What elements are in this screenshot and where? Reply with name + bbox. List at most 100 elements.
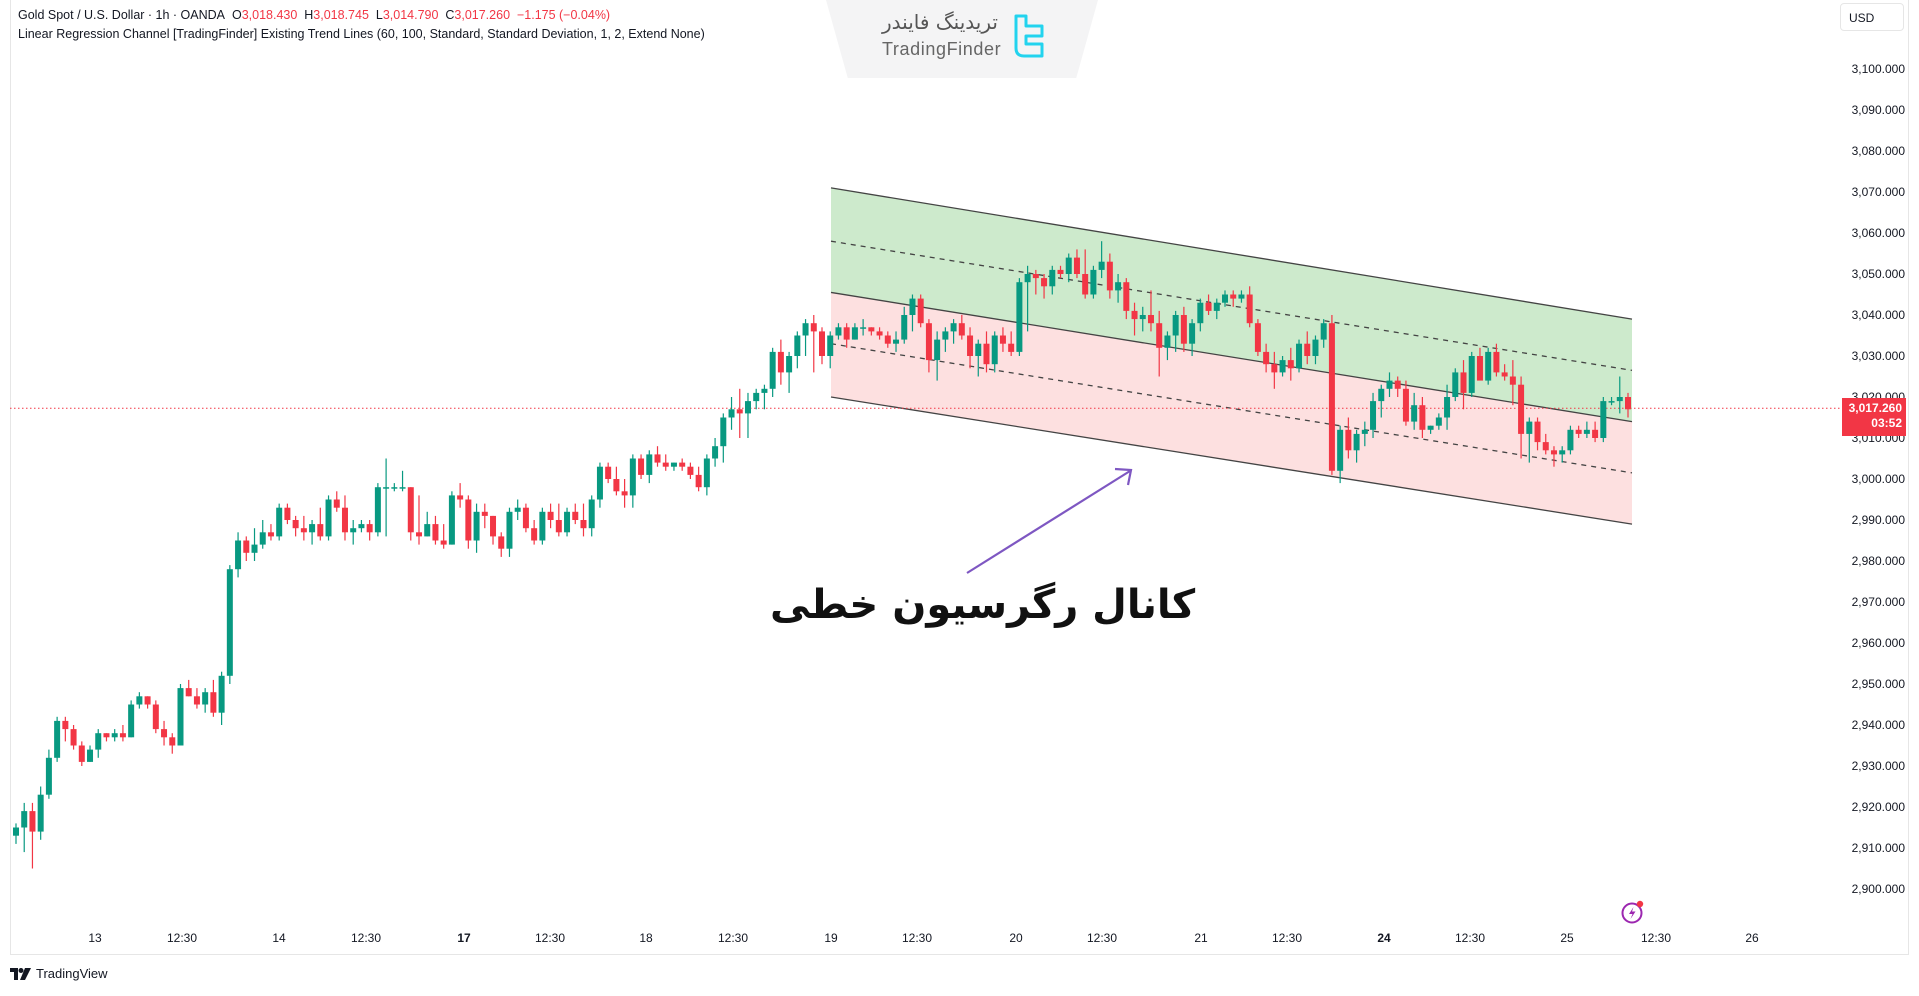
candle [720, 413, 727, 463]
candle [1016, 278, 1023, 356]
price-axis[interactable]: 3,100.000 3,090.000 3,080.000 3,070.000 3,06… [1830, 0, 1905, 955]
lightning-alert-icon[interactable] [1620, 899, 1646, 925]
candle [432, 515, 439, 545]
candle [638, 454, 645, 479]
candle [975, 339, 982, 377]
candle [300, 515, 307, 541]
candle [1402, 380, 1409, 426]
candle [1476, 347, 1483, 381]
candle [761, 384, 768, 410]
candle [950, 319, 957, 344]
candle [1378, 384, 1385, 418]
candle [744, 392, 751, 438]
candle [457, 483, 464, 508]
candle [1213, 298, 1220, 320]
candle [1550, 446, 1557, 467]
candle [309, 520, 316, 545]
annotation-arrow [966, 467, 1133, 574]
legend-symbol[interactable]: Gold Spot / U.S. Dollar · 1h · OANDA [18, 8, 226, 22]
candle [1115, 274, 1122, 303]
channel-middle-line[interactable] [830, 291, 1633, 423]
candle [325, 495, 332, 541]
channel-upper-fill [831, 187, 1632, 422]
candle [1279, 356, 1286, 377]
chart-legend: Gold Spot / U.S. Dollar · 1h · OANDA O3,… [18, 6, 705, 44]
candle [909, 294, 916, 332]
candle [810, 315, 817, 373]
time-tick: 17 [457, 931, 471, 945]
candle [860, 319, 867, 336]
price-tick: 2,930.000 [1851, 759, 1905, 773]
candle [95, 729, 102, 758]
change-value: −1.175 (−0.04%) [516, 8, 611, 22]
currency-selector[interactable]: USD [1840, 3, 1904, 31]
candle [1032, 269, 1039, 295]
candle [1123, 278, 1130, 320]
time-tick: 12:30 [717, 931, 749, 945]
channel-lower-line[interactable] [830, 396, 1633, 525]
candle [1419, 397, 1426, 438]
candle [1485, 347, 1492, 385]
close-label: C [445, 8, 455, 22]
time-tick: 18 [639, 931, 653, 945]
low-value: 3,014.790 [382, 8, 439, 22]
candle [185, 679, 192, 697]
candle [728, 397, 735, 430]
candle [884, 331, 891, 348]
candle [893, 331, 900, 352]
candle [358, 520, 365, 533]
candle [284, 503, 291, 525]
candle [1559, 446, 1566, 463]
candle [399, 470, 406, 492]
candle [1567, 425, 1574, 455]
candle [152, 700, 159, 734]
candle [1197, 298, 1204, 332]
candle [424, 511, 431, 537]
time-tick: 12:30 [901, 931, 933, 945]
candle [37, 786, 44, 840]
price-tick: 3,090.000 [1851, 103, 1905, 117]
candle [1098, 241, 1105, 279]
candle [1287, 347, 1294, 381]
candle [646, 450, 653, 484]
candle [1608, 397, 1615, 406]
time-tick: 12:30 [350, 931, 382, 945]
price-tick: 3,060.000 [1851, 226, 1905, 240]
candle [481, 503, 488, 529]
legend-symbol-row: Gold Spot / U.S. Dollar · 1h · OANDA O3,… [18, 6, 705, 25]
candle [670, 462, 677, 471]
candle [29, 802, 36, 869]
candle [654, 446, 661, 467]
candle [1353, 429, 1360, 463]
candle [1131, 302, 1138, 336]
candle [1493, 343, 1500, 377]
candle [1049, 265, 1056, 295]
time-tick: 14 [272, 931, 286, 945]
candle [1345, 417, 1352, 459]
tradingview-brand[interactable]: TradingView [10, 966, 108, 981]
candle [1452, 368, 1459, 402]
indicator-legend[interactable]: Linear Regression Channel [TradingFinder… [18, 27, 705, 41]
candle [448, 491, 455, 545]
candle [1616, 376, 1623, 414]
channel-upper-line[interactable] [830, 187, 1633, 320]
candle [1147, 290, 1154, 332]
candle [917, 294, 924, 328]
candle [1156, 310, 1163, 377]
price-tick: 3,000.000 [1851, 472, 1905, 486]
candle [1246, 286, 1253, 328]
candle [827, 331, 834, 369]
candle [1304, 331, 1311, 365]
candle [1320, 319, 1327, 348]
candle [226, 565, 233, 684]
time-axis[interactable]: 13 12:30 14 12:30 17 12:30 18 12:30 19 12:30 20 12:… [0, 925, 1830, 955]
candle [177, 684, 184, 746]
candle [868, 327, 875, 336]
candle [407, 487, 414, 541]
candle [276, 503, 283, 541]
time-tick: 13 [88, 931, 102, 945]
candle [391, 483, 398, 492]
candle [958, 315, 965, 340]
price-tick: 3,030.000 [1851, 349, 1905, 363]
